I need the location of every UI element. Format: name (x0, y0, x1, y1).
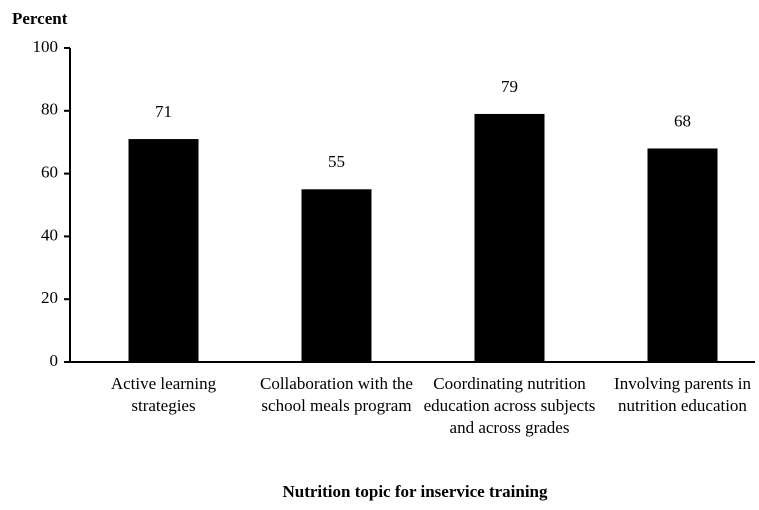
bar (647, 148, 718, 362)
y-tick-label: 80 (41, 100, 58, 119)
y-axis-label: Percent (12, 9, 68, 28)
value-label: 68 (674, 111, 691, 130)
x-axis-label: Nutrition topic for inservice training (282, 482, 548, 501)
y-tick-label: 100 (33, 37, 59, 56)
x-tick-label: Involving parents in nutrition education (614, 374, 751, 415)
value-label: 71 (155, 102, 172, 121)
value-label: 55 (328, 152, 345, 171)
y-tick-label: 20 (41, 288, 58, 307)
x-tick-label: Coordinating nutrition education across … (423, 374, 596, 437)
y-tick-label: 0 (50, 351, 59, 370)
x-tick-label: Collaboration with the school meals prog… (260, 374, 413, 415)
x-tick-label: Active learning strategies (110, 374, 217, 415)
y-tick-label: 40 (41, 225, 58, 244)
value-label: 79 (501, 77, 518, 96)
bar (474, 113, 545, 362)
y-tick-label: 60 (41, 163, 58, 182)
bar (128, 139, 199, 362)
bar (301, 189, 372, 362)
